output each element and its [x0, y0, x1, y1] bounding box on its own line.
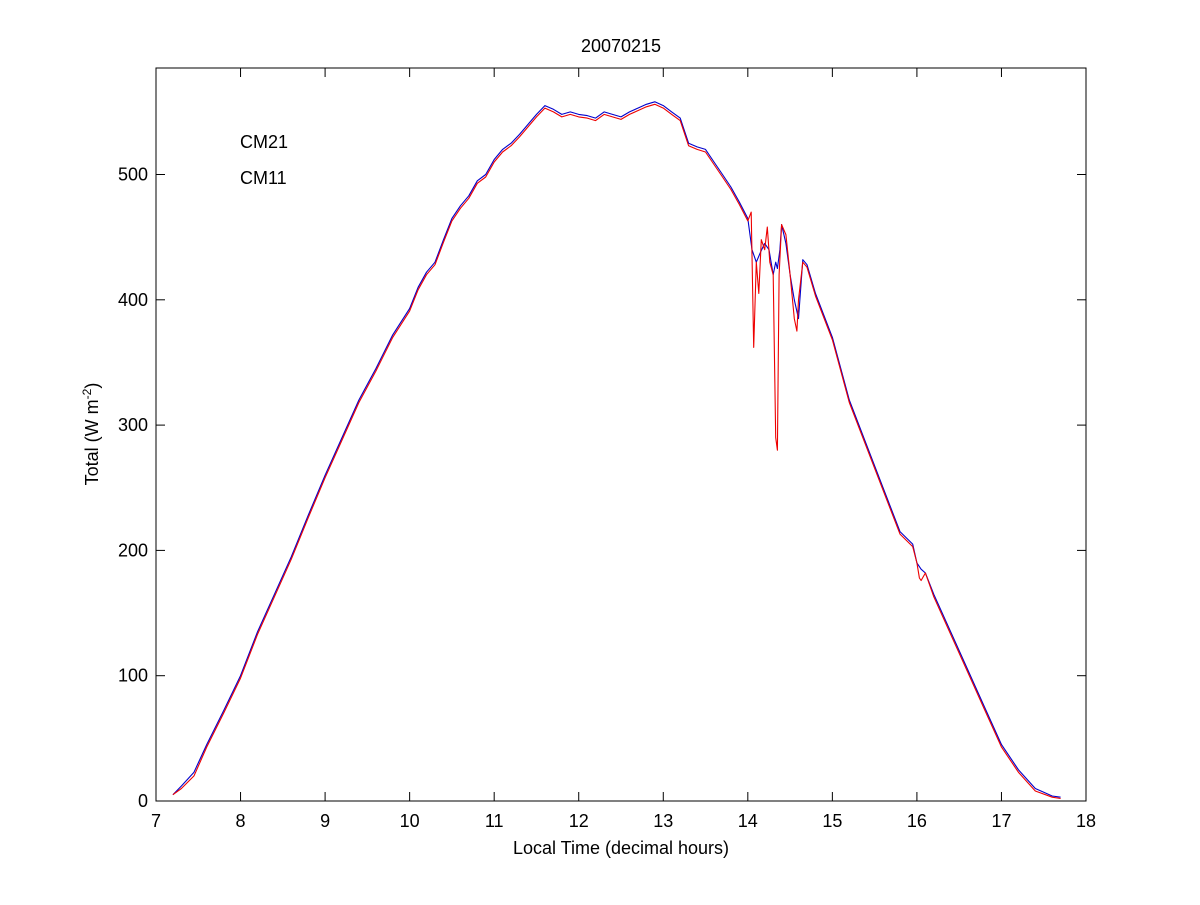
y-axis-label-main: Total (W m — [82, 399, 102, 485]
legend-entry-cm11: CM11 — [240, 168, 287, 188]
x-tick-label-13: 13 — [653, 811, 673, 831]
x-tick-label-16: 16 — [907, 811, 927, 831]
legend-entry-cm21: CM21 — [240, 132, 288, 152]
y-tick-label-400: 400 — [118, 290, 148, 310]
x-tick-label-14: 14 — [738, 811, 758, 831]
y-tick-label-200: 200 — [118, 540, 148, 560]
x-tick-label-18: 18 — [1076, 811, 1096, 831]
series-line-cm11 — [172, 103, 1061, 800]
y-tick-label-500: 500 — [118, 165, 148, 185]
y-axis-label-sup: -2 — [80, 388, 94, 399]
chart-title: 20070215 — [581, 36, 661, 56]
x-tick-label-10: 10 — [400, 811, 420, 831]
y-tick-label-300: 300 — [118, 415, 148, 435]
x-tick-label-8: 8 — [236, 811, 246, 831]
x-tick-label-17: 17 — [991, 811, 1011, 831]
plot-background — [156, 68, 1086, 801]
x-tick-label-12: 12 — [569, 811, 589, 831]
y-axis-label: Total (W m-2) — [80, 383, 102, 486]
plot-frame — [155, 67, 1087, 802]
series-line-cm21 — [172, 101, 1061, 798]
ticks-layer: 7 8 9 10 11 12 13 14 15 16 17 18 0 100 200 300 400 500 — [118, 68, 1096, 831]
x-tick-label-11: 11 — [485, 811, 504, 831]
y-axis-label-tail: ) — [82, 383, 102, 389]
y-tick-label-100: 100 — [118, 666, 148, 686]
x-tick-label-7: 7 — [151, 811, 161, 831]
x-axis-label: Local Time (decimal hours) — [513, 838, 729, 858]
x-tick-label-15: 15 — [822, 811, 842, 831]
y-tick-label-0: 0 — [138, 791, 148, 811]
series-layer — [172, 101, 1061, 800]
x-tick-label-9: 9 — [320, 811, 330, 831]
